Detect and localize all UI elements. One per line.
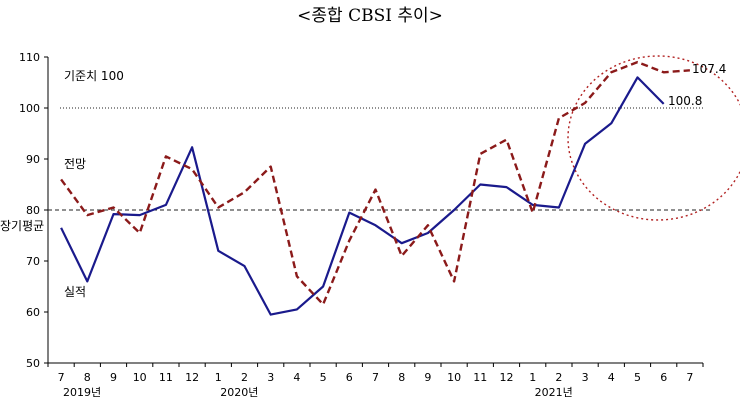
x-tick-label: 7	[58, 371, 65, 384]
y-tick-label: 90	[26, 153, 40, 166]
year-label: 2021년	[535, 386, 573, 399]
chart-series	[60, 60, 690, 316]
x-tick-label: 8	[398, 371, 405, 384]
x-tick-label: 12	[500, 371, 514, 384]
y-tick-label: 80	[26, 204, 40, 217]
x-tick-label: 3	[267, 371, 274, 384]
series-line-actual	[60, 76, 665, 316]
x-tick-label: 11	[159, 371, 173, 384]
label-last-forecast: 107.4	[692, 62, 726, 76]
label-last-actual: 100.8	[668, 94, 702, 108]
series-label-actual: 실적	[64, 285, 86, 299]
year-labels: 2019년 2020년 2021년	[63, 386, 573, 399]
x-tick-label: 2	[555, 371, 562, 384]
x-tick-label: 6	[660, 371, 667, 384]
chart-title: <종합 CBSI 추이>	[297, 6, 443, 26]
y-tick-label: 110	[19, 51, 40, 64]
y-tick-label: 50	[26, 357, 40, 370]
y-tick-label: 70	[26, 255, 40, 268]
x-tick-label: 3	[582, 371, 589, 384]
x-tick-label: 1	[529, 371, 536, 384]
series-line-forecast	[60, 60, 690, 306]
x-tick-label: 1	[215, 371, 222, 384]
y-tick-label: 60	[26, 306, 40, 319]
y-tick-label: 100	[19, 102, 40, 115]
x-tick-label: 10	[133, 371, 147, 384]
x-tick-label: 7	[686, 371, 693, 384]
x-tick-label: 8	[84, 371, 91, 384]
x-tick-label: 11	[473, 371, 487, 384]
year-label: 2019년	[63, 386, 101, 399]
series-label-forecast: 전망	[64, 157, 86, 171]
x-tick-label: 2	[241, 371, 248, 384]
x-tick-label: 7	[372, 371, 379, 384]
x-tick-label: 12	[185, 371, 199, 384]
reference-lines	[48, 107, 713, 211]
ref-label-average: 장기평균	[0, 219, 44, 233]
x-tick-label: 6	[346, 371, 353, 384]
x-tick-label: 9	[110, 371, 117, 384]
x-axis-ticks: 7 8 9 10 11 12 1 2 3 4 5 6 7 8 9 10 11 12 1 2 3 4 5 6 7	[47, 363, 704, 384]
x-tick-label: 4	[293, 371, 300, 384]
year-label: 2020년	[220, 386, 258, 399]
x-tick-label: 4	[608, 371, 615, 384]
y-axis-ticks: 50 60 70 80 90 100 110	[19, 51, 48, 370]
ref-label-100: 기준치 100	[64, 69, 124, 83]
x-tick-label: 5	[320, 371, 327, 384]
x-tick-label: 10	[447, 371, 461, 384]
x-tick-label: 5	[634, 371, 641, 384]
x-tick-label: 9	[424, 371, 431, 384]
